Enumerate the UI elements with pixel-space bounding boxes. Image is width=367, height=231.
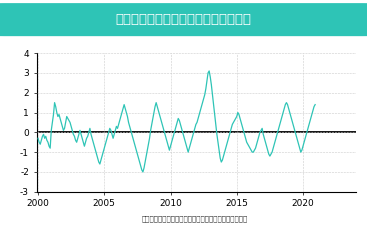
Text: エルニーニョ監視海域の基準値との差: エルニーニョ監視海域の基準値との差 [116, 13, 251, 26]
Text: （出所：気象庁より住友商事グローバルリサーチ作成）: （出所：気象庁より住友商事グローバルリサーチ作成） [141, 215, 248, 222]
FancyBboxPatch shape [0, 3, 367, 36]
